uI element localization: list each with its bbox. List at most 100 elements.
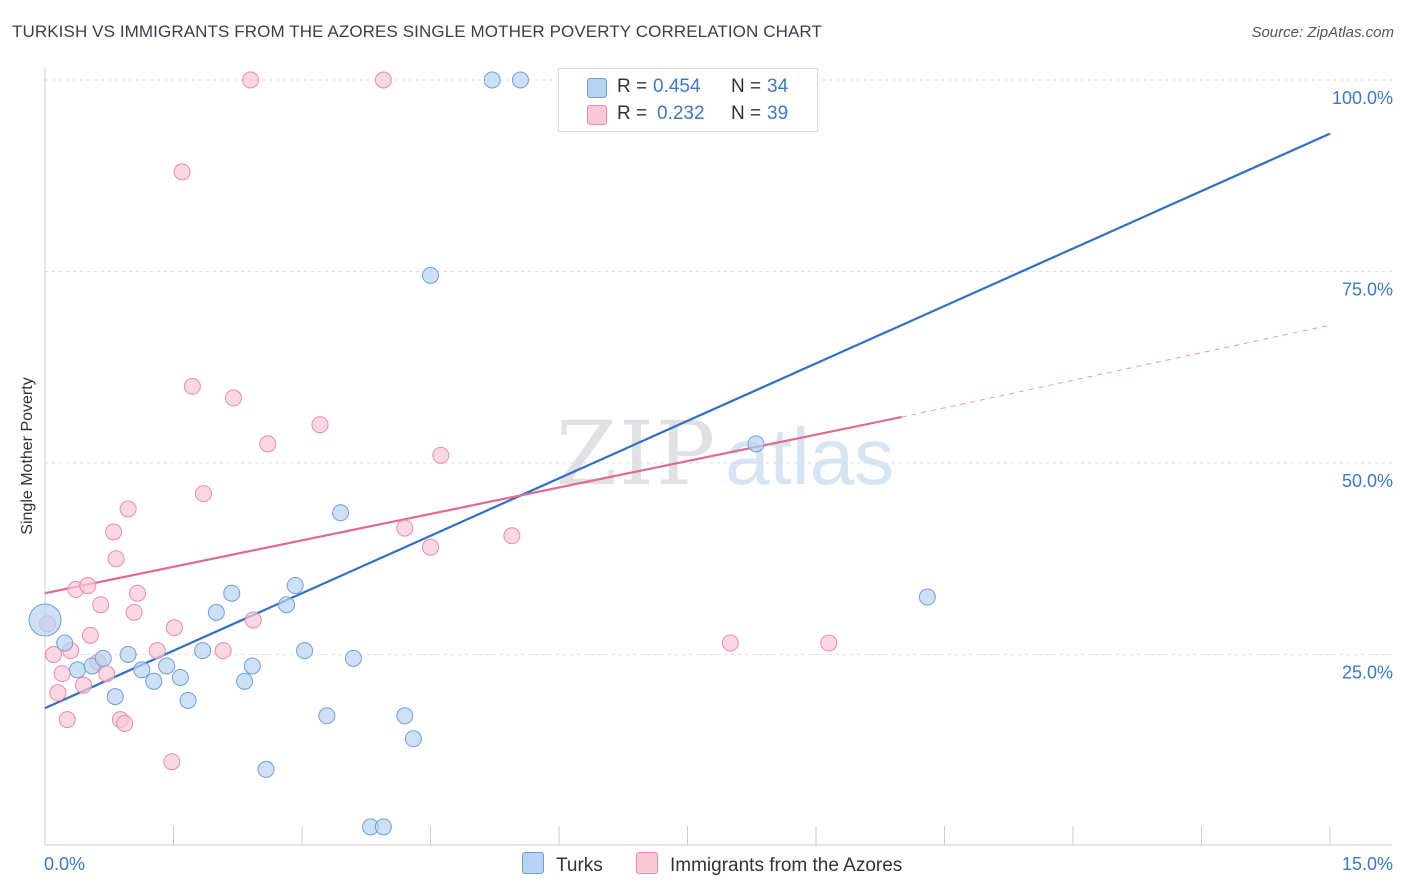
data-point-turks — [236, 672, 254, 690]
y-tick-label: 100.0% — [1332, 88, 1393, 108]
data-point-azores — [49, 684, 67, 702]
data-point-turks — [422, 266, 439, 284]
legend-swatch-azores — [587, 105, 607, 125]
data-point-turks — [56, 634, 74, 652]
data-point-turks — [404, 730, 422, 748]
data-point-turks — [207, 603, 225, 621]
data-point-turks — [396, 707, 414, 725]
legend-row-azores: R = 0.232 N = 39 — [559, 101, 817, 127]
data-point-turks — [918, 588, 936, 606]
data-point-turks — [158, 657, 176, 675]
legend-n-value: 39 — [767, 103, 789, 124]
data-point-azores — [81, 626, 99, 644]
data-point-turks — [171, 668, 189, 686]
data-point-azores — [244, 611, 262, 629]
data-point-turks — [243, 657, 261, 675]
bottom-legend-turks: Turks — [522, 852, 603, 877]
data-point-turks — [94, 649, 112, 667]
data-point-turks — [511, 71, 529, 89]
y-tick-label: 25.0% — [1342, 663, 1393, 683]
legend-r-label: R = — [617, 103, 648, 124]
data-point-turks — [286, 577, 304, 595]
bottom-legend-label-turks: Turks — [556, 855, 603, 876]
y-tick-label: 50.0% — [1342, 471, 1393, 491]
legend-n-value: 34 — [767, 76, 789, 97]
data-point-azores — [194, 485, 212, 503]
data-point-azores — [163, 753, 181, 771]
trend-line-azores — [44, 415, 902, 595]
data-point-turks — [119, 646, 137, 663]
data-point-azores — [820, 634, 838, 652]
data-point-azores — [107, 550, 125, 568]
legend-n-label: N = — [731, 103, 762, 124]
chart-title: TURKISH VS IMMIGRANTS FROM THE AZORES SI… — [12, 22, 822, 41]
data-point-turks — [133, 661, 151, 679]
grid-lines — [45, 79, 1392, 655]
data-point-turks — [318, 707, 336, 725]
correlation-legend: R = 0.454 N = 34 R = 0.232 N = 39 — [558, 68, 818, 132]
data-point-azores — [422, 538, 439, 556]
tick-labels: 25.0% 50.0% 75.0% 100.0% 0.0% 15.0% — [44, 88, 1393, 874]
data-point-turks — [106, 688, 124, 706]
data-point-azores — [98, 665, 116, 683]
data-point-azores — [374, 71, 392, 89]
data-point-azores — [503, 527, 521, 545]
y-tick-label: 75.0% — [1342, 280, 1393, 300]
data-point-azores — [92, 596, 110, 614]
data-point-turks — [332, 504, 350, 522]
data-point-azores — [396, 519, 414, 537]
data-point-turks — [344, 649, 362, 667]
data-point-turks — [483, 71, 501, 89]
bottom-legend-label-azores: Immigrants from the Azores — [670, 855, 903, 876]
data-point-turks — [194, 642, 212, 660]
bottom-legend-swatch-turks — [522, 852, 544, 874]
data-point-azores — [119, 500, 137, 518]
data-point-azores — [148, 642, 166, 660]
data-point-azores — [125, 603, 143, 621]
trend-lines — [44, 132, 1331, 710]
bottom-legend-swatch-azores — [636, 852, 658, 874]
data-point-turks — [69, 661, 87, 679]
legend-r-value: 0.454 — [653, 76, 701, 97]
data-point-turks — [28, 603, 62, 637]
data-point-azores — [53, 665, 71, 683]
data-point-azores — [129, 584, 147, 602]
data-point-azores — [58, 711, 76, 729]
data-point-azores — [432, 446, 450, 464]
data-point-azores — [183, 377, 201, 395]
x-tick-label: 15.0% — [1342, 854, 1393, 874]
data-point-turks — [257, 760, 275, 778]
data-point-turks — [179, 691, 197, 709]
legend-r-label: R = — [617, 76, 648, 97]
trend-line-turks — [44, 132, 1331, 710]
source-credit: Source: ZipAtlas.com — [1251, 24, 1394, 41]
data-point-turks — [747, 435, 765, 453]
legend-r-value: 0.232 — [657, 103, 705, 124]
x-tick-label: 0.0% — [44, 854, 85, 874]
data-point-turks — [278, 596, 296, 614]
data-point-azores — [242, 71, 260, 89]
data-point-turks — [374, 818, 392, 836]
legend-row-turks: R = 0.454 N = 34 — [559, 74, 817, 100]
trend-line-azores-extension — [901, 324, 1331, 418]
data-point-azores — [173, 163, 191, 181]
data-point-azores — [214, 642, 232, 660]
data-point-azores — [45, 646, 63, 663]
data-point-azores — [105, 523, 123, 541]
legend-n-label: N = — [731, 76, 762, 97]
data-point-azores — [165, 619, 183, 637]
axes — [44, 68, 1392, 846]
data-point-azores — [79, 577, 97, 595]
legend-swatch-turks — [587, 78, 607, 98]
data-point-turks — [296, 642, 314, 660]
bottom-legend-azores: Immigrants from the Azores — [636, 852, 902, 877]
data-point-azores — [116, 714, 134, 732]
data-point-turks — [145, 672, 163, 690]
data-points — [28, 71, 936, 836]
data-point-azores — [224, 389, 242, 407]
data-point-azores — [75, 676, 93, 694]
data-point-turks — [223, 584, 241, 602]
data-point-azores — [721, 634, 739, 652]
data-point-azores — [311, 416, 329, 434]
